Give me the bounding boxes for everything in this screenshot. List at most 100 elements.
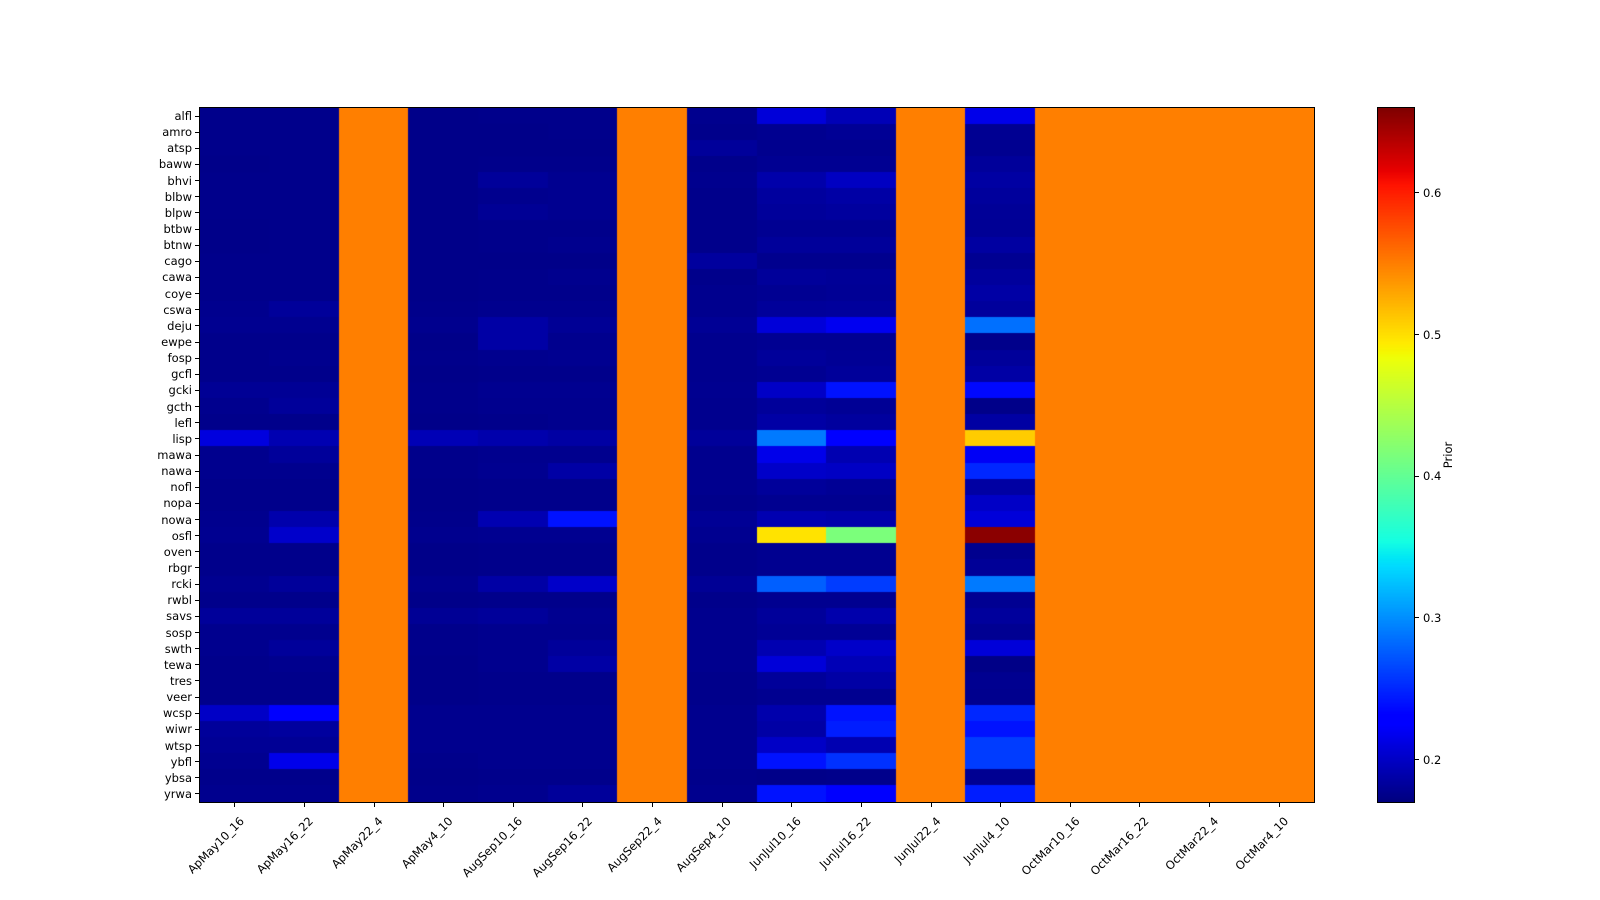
y-tick-mark bbox=[195, 309, 199, 311]
x-tick-label-AugSep10_16: AugSep10_16 bbox=[459, 814, 526, 880]
colorbar-canvas bbox=[1378, 108, 1414, 802]
x-tick-mark bbox=[930, 803, 932, 807]
x-tick-mark bbox=[512, 803, 514, 807]
y-tick-label-btnw: btnw bbox=[163, 238, 192, 253]
y-tick-label-savs: savs bbox=[166, 609, 192, 624]
y-tick-mark bbox=[195, 454, 199, 456]
y-tick-mark bbox=[195, 664, 199, 666]
y-tick-mark bbox=[195, 745, 199, 746]
y-tick-label-baww: baww bbox=[158, 157, 192, 172]
y-tick-label-wiwr: wiwr bbox=[165, 722, 192, 737]
y-tick-label-swth: swth bbox=[164, 641, 192, 656]
y-tick-mark bbox=[195, 599, 199, 601]
x-tick-label-ApMay22_4: ApMay22_4 bbox=[328, 814, 387, 872]
y-tick-mark bbox=[195, 260, 199, 262]
x-tick-label-OctMar16_22: OctMar16_22 bbox=[1087, 814, 1152, 879]
y-tick-mark bbox=[195, 712, 199, 714]
y-tick-label-gcth: gcth bbox=[166, 399, 192, 414]
y-tick-mark bbox=[195, 341, 199, 343]
y-tick-mark bbox=[195, 131, 199, 133]
y-tick-mark bbox=[195, 422, 199, 424]
y-tick-mark bbox=[195, 406, 199, 408]
colorbar-axis-label: Prior bbox=[1441, 441, 1455, 469]
colorbar-frame bbox=[1377, 107, 1415, 803]
y-tick-label-cago: cago bbox=[164, 254, 192, 269]
y-tick-label-veer: veer bbox=[166, 690, 192, 705]
y-tick-label-lisp: lisp bbox=[172, 431, 192, 446]
y-tick-label-rcki: rcki bbox=[171, 577, 192, 592]
x-tick-mark bbox=[791, 803, 793, 807]
x-tick-mark bbox=[373, 803, 375, 807]
x-tick-label-ApMay16_22: ApMay16_22 bbox=[254, 814, 317, 877]
y-tick-label-alfl: alfl bbox=[174, 109, 193, 124]
y-tick-mark bbox=[195, 212, 199, 214]
x-tick-mark bbox=[582, 803, 584, 807]
y-tick-mark bbox=[195, 438, 199, 440]
y-tick-label-amro: amro bbox=[162, 125, 192, 140]
x-tick-label-JunJul4_10: JunJul4_10 bbox=[960, 814, 1013, 867]
y-tick-mark bbox=[195, 761, 199, 763]
y-tick-mark bbox=[195, 196, 199, 198]
y-tick-mark bbox=[195, 180, 199, 182]
y-tick-mark bbox=[195, 163, 199, 165]
x-tick-mark bbox=[1139, 803, 1141, 807]
x-tick-label-JunJul16_22: JunJul16_22 bbox=[816, 814, 874, 872]
y-tick-mark bbox=[195, 325, 199, 327]
x-tick-mark bbox=[443, 803, 445, 807]
y-tick-mark bbox=[195, 389, 199, 391]
y-tick-label-ewpe: ewpe bbox=[161, 335, 192, 350]
y-tick-mark bbox=[195, 583, 199, 585]
colorbar-tick-label-0.3: 0.3 bbox=[1423, 610, 1442, 625]
colorbar-tick-mark bbox=[1415, 475, 1419, 477]
x-tick-label-OctMar22_4: OctMar22_4 bbox=[1162, 814, 1222, 873]
y-tick-label-fosp: fosp bbox=[167, 351, 192, 366]
y-tick-mark bbox=[195, 486, 199, 488]
colorbar-tick-mark bbox=[1415, 334, 1419, 336]
y-tick-mark bbox=[195, 696, 199, 698]
x-tick-label-OctMar4_10: OctMar4_10 bbox=[1232, 814, 1292, 873]
x-tick-label-AugSep16_22: AugSep16_22 bbox=[529, 814, 595, 880]
y-tick-mark bbox=[195, 502, 199, 504]
y-tick-label-nowa: nowa bbox=[161, 512, 192, 527]
y-tick-mark bbox=[195, 244, 199, 246]
y-tick-label-rwbl: rwbl bbox=[167, 593, 192, 608]
y-tick-label-gcfl: gcfl bbox=[171, 367, 192, 382]
colorbar-tick-label-0.4: 0.4 bbox=[1423, 469, 1442, 484]
y-tick-label-tewa: tewa bbox=[163, 657, 192, 672]
x-tick-label-AugSep4_10: AugSep4_10 bbox=[673, 814, 735, 875]
x-tick-label-JunJul22_4: JunJul22_4 bbox=[891, 814, 944, 867]
x-tick-label-OctMar10_16: OctMar10_16 bbox=[1018, 814, 1083, 879]
y-tick-label-osfl: osfl bbox=[171, 528, 192, 543]
y-tick-label-ybsa: ybsa bbox=[164, 770, 192, 785]
y-tick-mark bbox=[195, 115, 199, 117]
x-tick-mark bbox=[1069, 803, 1071, 807]
y-tick-mark bbox=[195, 728, 199, 730]
y-tick-label-btbw: btbw bbox=[163, 222, 192, 237]
x-tick-mark bbox=[1000, 803, 1002, 807]
y-tick-mark bbox=[195, 470, 199, 472]
y-tick-label-nofl: nofl bbox=[170, 480, 192, 495]
x-tick-mark bbox=[234, 803, 236, 807]
y-tick-label-gcki: gcki bbox=[168, 383, 192, 398]
y-tick-mark bbox=[195, 567, 199, 569]
colorbar-tick-label-0.5: 0.5 bbox=[1423, 327, 1442, 342]
x-tick-mark bbox=[1278, 803, 1280, 807]
y-tick-label-deju: deju bbox=[167, 318, 192, 333]
y-tick-mark bbox=[195, 777, 199, 779]
y-tick-label-cswa: cswa bbox=[163, 302, 192, 317]
y-tick-mark bbox=[195, 632, 199, 634]
y-tick-label-ybfl: ybfl bbox=[170, 754, 192, 769]
y-tick-mark bbox=[195, 293, 199, 295]
y-tick-label-coye: coye bbox=[164, 286, 192, 301]
x-tick-label-ApMay4_10: ApMay4_10 bbox=[398, 814, 456, 872]
x-tick-mark bbox=[860, 803, 862, 807]
y-tick-label-mawa: mawa bbox=[157, 448, 192, 462]
y-tick-mark bbox=[195, 535, 199, 537]
y-tick-label-wtsp: wtsp bbox=[164, 738, 192, 753]
colorbar-tick-mark bbox=[1415, 759, 1419, 760]
y-tick-label-tres: tres bbox=[169, 673, 192, 688]
y-tick-mark bbox=[195, 228, 199, 230]
colorbar-tick-mark bbox=[1415, 192, 1419, 194]
y-tick-mark bbox=[195, 615, 199, 617]
